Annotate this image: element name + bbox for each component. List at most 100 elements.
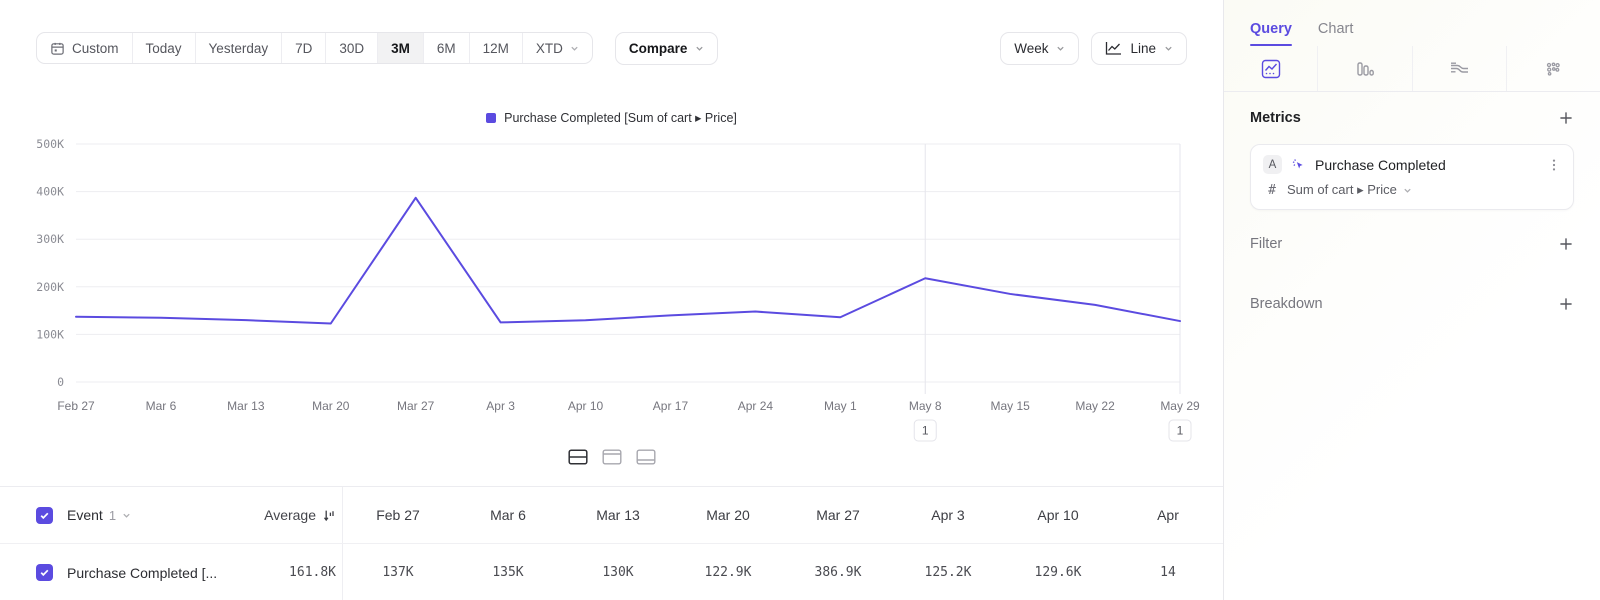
average-header-cell[interactable]: Average <box>221 507 340 523</box>
metric-aggregation-label: Sum of cart ▸ Price <box>1287 182 1397 197</box>
add-breakdown-button[interactable] <box>1558 296 1574 312</box>
tab-chart[interactable]: Chart <box>1318 21 1353 46</box>
date-range-7d[interactable]: 7D <box>282 33 327 63</box>
table-divider <box>342 487 343 543</box>
filter-section: Filter <box>1224 210 1600 278</box>
metric-card-main-row: A Purchase Completed <box>1263 155 1561 174</box>
col-header-0: Feb 27 <box>376 507 420 523</box>
date-range-xtd[interactable]: XTD <box>523 33 592 63</box>
metric-options-icon[interactable] <box>1547 158 1561 172</box>
check-icon <box>40 569 49 577</box>
granularity-selector[interactable]: Week <box>1000 31 1080 65</box>
event-header-text: Event <box>67 507 103 523</box>
metric-aggregation[interactable]: Sum of cart ▸ Price <box>1287 182 1412 198</box>
date-range-yesterday[interactable]: Yesterday <box>196 33 283 63</box>
row-value-3: 122.9K <box>704 565 752 580</box>
event-cursor-icon <box>1292 159 1303 169</box>
svg-text:May 29: May 29 <box>1160 399 1200 413</box>
svg-text:May 22: May 22 <box>1075 399 1115 413</box>
row-value-6: 129.6K <box>1034 565 1082 580</box>
date-range-12m[interactable]: 12M <box>470 33 523 63</box>
metrics-title: Metrics <box>1250 110 1301 126</box>
chart-area: Purchase Completed [Sum of cart ▸ Price]… <box>0 96 1223 600</box>
line-chart-icon <box>1261 59 1280 78</box>
check-icon <box>40 512 49 519</box>
date-range-6m-label: 6M <box>436 40 456 56</box>
date-range-7d-label: 7D <box>295 40 313 56</box>
date-range-6m[interactable]: 6M <box>424 33 470 63</box>
line-chart-plot[interactable]: 500K 400K 300K 200K 100K 0 Feb 27 Mar 6 Mar 13 Ma… <box>0 130 1223 600</box>
split-top-heavy-button[interactable] <box>594 442 629 472</box>
metric-aggregation-row[interactable]: # Sum of cart ▸ Price <box>1263 182 1561 198</box>
bar-chart-button[interactable] <box>1317 46 1411 91</box>
chevron-down-icon <box>123 513 130 518</box>
svg-text:300K: 300K <box>36 232 64 246</box>
query-panel: Query Chart <box>1224 0 1600 600</box>
add-filter-button[interactable] <box>1558 236 1574 252</box>
split-bottom-heavy-button[interactable] <box>628 442 663 472</box>
metric-badge: A <box>1263 155 1282 174</box>
col-header-7: Apr <box>1157 507 1179 523</box>
legend-swatch <box>486 112 497 123</box>
svg-text:Mar 20: Mar 20 <box>312 399 350 413</box>
date-range-yesterday-label: Yesterday <box>208 40 269 56</box>
col-header-6: Apr 10 <box>1037 507 1079 523</box>
line-chart-icon <box>1106 41 1122 55</box>
compare-button[interactable]: Compare <box>614 31 719 65</box>
main-content: Custom Today Yesterday 7D 30D 3M 6M 12M … <box>0 0 1224 600</box>
event-count: 1 <box>108 507 117 523</box>
date-range-today[interactable]: Today <box>133 33 196 63</box>
svg-text:Mar 6: Mar 6 <box>146 399 177 413</box>
calendar-icon <box>51 42 64 55</box>
layout-split-controls <box>0 442 1223 472</box>
chart-toolbar: Custom Today Yesterday 7D 30D 3M 6M 12M … <box>0 0 1223 96</box>
legend-label: Purchase Completed [Sum of cart ▸ Price] <box>504 111 737 125</box>
line-chart-button[interactable] <box>1224 46 1317 91</box>
tab-query-label: Query <box>1250 21 1292 37</box>
date-range-3m[interactable]: 3M <box>378 33 424 63</box>
chart-type-selector[interactable]: Line <box>1091 31 1187 65</box>
svg-text:May 1: May 1 <box>824 399 857 413</box>
svg-text:May 8: May 8 <box>909 399 942 413</box>
area-flow-button[interactable] <box>1411 46 1506 91</box>
chart-legend: Purchase Completed [Sum of cart ▸ Price] <box>0 110 1223 125</box>
svg-text:Feb 27: Feb 27 <box>57 399 95 413</box>
svg-text:Apr 17: Apr 17 <box>653 399 689 413</box>
metric-card-a[interactable]: A Purchase Completed # Sum of cart ▸ Pri… <box>1250 144 1574 210</box>
average-header-label: Average <box>264 507 317 523</box>
date-range-segmented-control[interactable]: Custom Today Yesterday 7D 30D 3M 6M 12M … <box>36 32 593 64</box>
bubble-grid-icon <box>1547 62 1561 76</box>
area-flow-icon <box>1451 62 1469 73</box>
row-value-2: 130K <box>602 565 634 580</box>
date-range-30d[interactable]: 30D <box>326 33 379 63</box>
date-range-3m-label: 3M <box>391 40 410 56</box>
col-header-5: Apr 3 <box>931 507 965 523</box>
date-range-today-label: Today <box>145 40 182 56</box>
bubble-grid-button[interactable] <box>1505 46 1600 91</box>
col-header-3: Mar 20 <box>706 507 750 523</box>
svg-text:100K: 100K <box>36 327 64 341</box>
row-label: Purchase Completed [... <box>67 564 218 581</box>
metrics-section: Metrics A Purchase Completed # <box>1224 92 1600 210</box>
breakdown-section: Breakdown <box>1224 278 1600 330</box>
filter-title: Filter <box>1250 236 1283 252</box>
svg-text:0: 0 <box>57 375 64 389</box>
row-value-0: 137K <box>382 565 414 580</box>
table-divider <box>342 544 343 600</box>
select-all-checkbox[interactable] <box>36 506 53 524</box>
col-header-2: Mar 13 <box>596 507 640 523</box>
date-range-custom[interactable]: Custom <box>37 33 133 63</box>
row-value-4: 386.9K <box>814 565 862 580</box>
tab-query[interactable]: Query <box>1250 21 1292 46</box>
add-metric-button[interactable] <box>1558 110 1574 126</box>
row-name-cell: Purchase Completed [... <box>36 564 221 581</box>
metrics-header: Metrics <box>1250 92 1574 144</box>
row-checkbox[interactable] <box>36 564 53 581</box>
event-header-label[interactable]: Event 1 <box>67 507 131 523</box>
date-range-12m-label: 12M <box>482 40 509 56</box>
tab-chart-label: Chart <box>1317 21 1354 37</box>
split-even-button[interactable] <box>560 442 595 472</box>
svg-text:400K: 400K <box>36 185 64 199</box>
svg-text:Apr 24: Apr 24 <box>738 399 774 413</box>
